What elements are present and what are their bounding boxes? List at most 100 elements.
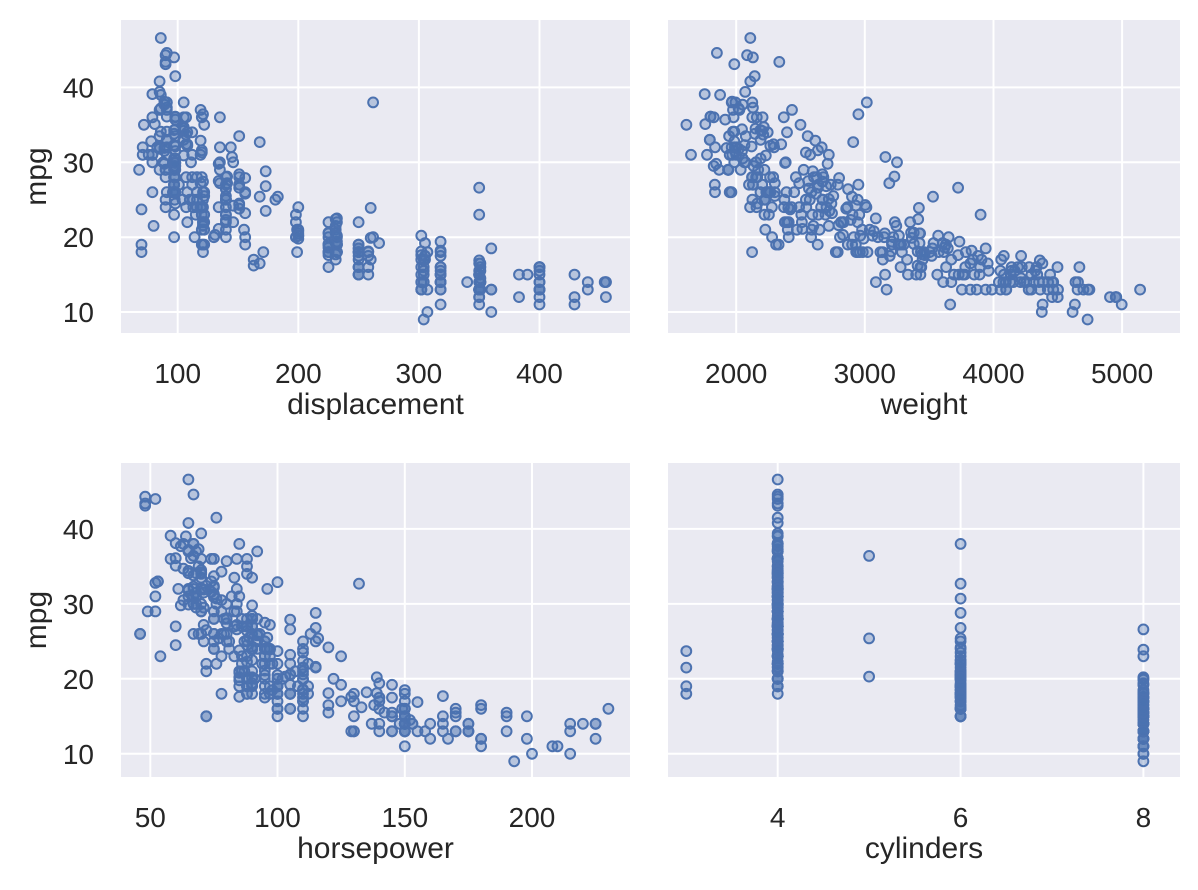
data-point — [187, 583, 200, 595]
data-point — [890, 220, 903, 232]
data-point — [779, 216, 791, 229]
data-point — [1137, 755, 1150, 768]
data-point — [449, 702, 462, 715]
data-point — [508, 755, 521, 768]
data-point — [271, 645, 284, 657]
data-point — [568, 268, 581, 281]
data-point — [600, 291, 612, 304]
data-points — [134, 473, 615, 768]
data-point — [931, 268, 944, 281]
data-point — [945, 276, 958, 289]
data-point — [804, 148, 817, 161]
data-point — [703, 133, 716, 146]
data-point — [475, 740, 488, 753]
data-point — [348, 710, 360, 723]
data-point — [257, 246, 270, 259]
data-point — [954, 679, 967, 692]
data-point — [154, 650, 167, 663]
data-point — [994, 264, 1007, 277]
data-point — [246, 599, 259, 612]
y-tick-label: 40 — [63, 514, 94, 545]
data-point — [146, 148, 159, 161]
data-point — [194, 134, 207, 147]
data-point — [869, 212, 882, 225]
data-point — [195, 553, 208, 565]
data-point — [169, 70, 182, 83]
data-point — [954, 635, 967, 648]
data-point — [1137, 706, 1150, 719]
x-tick-label: 6 — [953, 802, 969, 833]
data-point — [373, 237, 386, 250]
data-point — [918, 249, 931, 262]
data-point — [1104, 291, 1116, 304]
x-axis-label: displacement — [287, 388, 464, 421]
data-point — [796, 223, 809, 235]
data-point — [894, 261, 907, 274]
data-point — [149, 577, 162, 589]
data-point — [177, 96, 190, 109]
data-point — [194, 202, 207, 214]
data-point — [736, 123, 748, 136]
data-point — [200, 710, 213, 723]
data-point — [974, 208, 987, 221]
data-point — [1051, 291, 1064, 304]
data-point — [600, 276, 612, 289]
data-point — [149, 590, 162, 603]
data-point — [302, 657, 315, 670]
data-point — [952, 181, 964, 194]
data-point — [711, 47, 723, 59]
data-point — [1137, 684, 1150, 696]
data-point — [823, 205, 836, 217]
data-point — [364, 232, 377, 244]
data-point — [526, 747, 538, 760]
data-point — [264, 619, 276, 631]
axes-background — [668, 463, 1180, 777]
data-point — [473, 298, 486, 311]
data-point — [768, 141, 780, 154]
data-point — [893, 229, 905, 242]
data-point — [284, 648, 297, 661]
data-point — [885, 245, 898, 258]
data-point — [297, 646, 309, 659]
data-point — [577, 717, 589, 730]
x-tick-label: 200 — [509, 802, 556, 833]
data-point — [822, 148, 835, 161]
data-point — [220, 178, 232, 191]
data-point — [291, 246, 304, 259]
data-point — [699, 118, 712, 130]
data-point — [564, 725, 577, 738]
data-point — [474, 264, 487, 277]
data-point — [214, 111, 226, 124]
data-point — [246, 679, 259, 692]
data-point — [521, 732, 533, 745]
data-point — [879, 268, 891, 281]
data-point — [322, 249, 335, 262]
data-point — [164, 529, 177, 542]
data-point — [169, 111, 182, 124]
data-point — [912, 213, 925, 226]
data-point — [965, 244, 978, 257]
data-point — [259, 205, 272, 217]
data-point — [937, 276, 950, 289]
data-point — [475, 702, 488, 715]
data-point — [1137, 623, 1150, 636]
data-point — [581, 283, 594, 296]
data-point — [810, 171, 823, 184]
data-point — [779, 157, 791, 169]
data-point — [322, 226, 335, 239]
data-point — [1015, 250, 1027, 262]
x-tick-label: 200 — [275, 358, 322, 389]
data-point — [195, 568, 208, 580]
data-point — [335, 678, 348, 691]
data-point — [322, 641, 335, 654]
data-point — [251, 643, 264, 655]
data-point — [335, 650, 348, 663]
data-point — [182, 565, 195, 577]
data-point — [954, 657, 967, 670]
data-point — [213, 632, 225, 645]
data-point — [145, 135, 158, 148]
data-point — [415, 268, 428, 281]
data-point — [729, 96, 742, 109]
data-point — [475, 699, 488, 711]
